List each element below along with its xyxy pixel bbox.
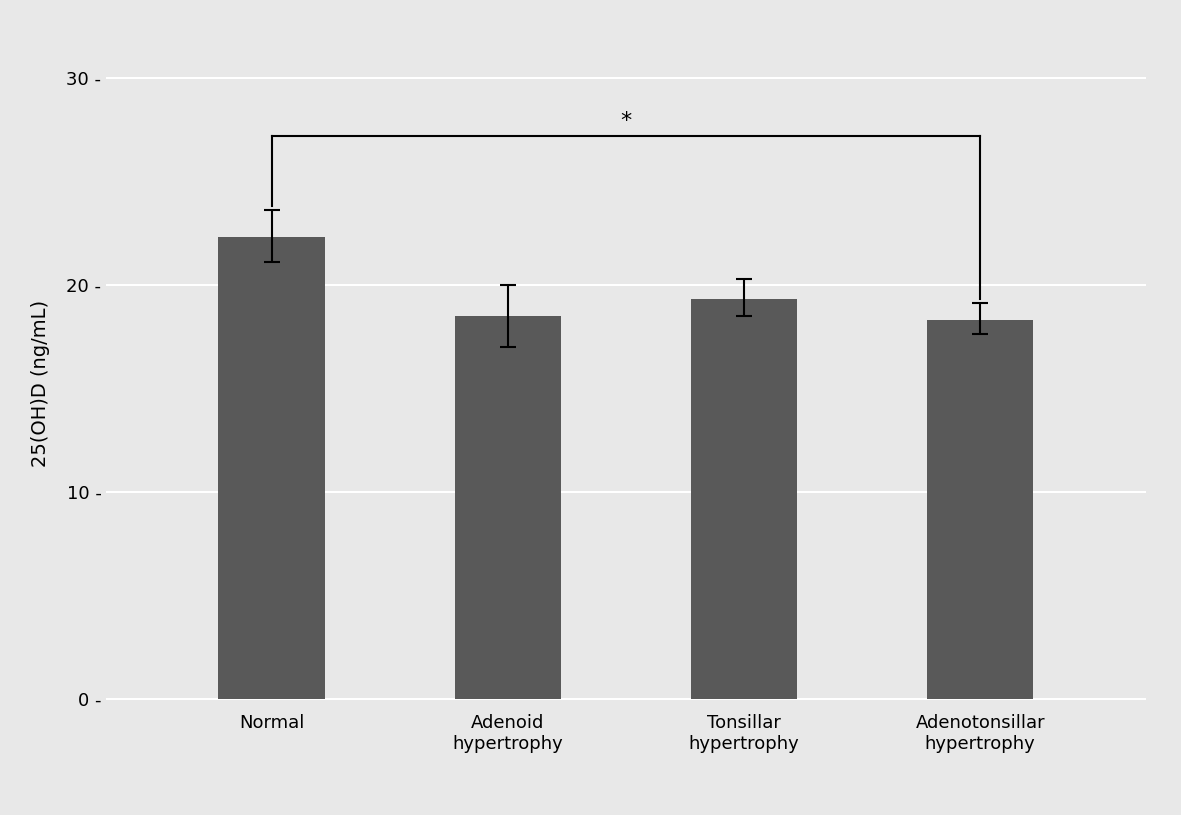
Y-axis label: 25(OH)D (ng/mL): 25(OH)D (ng/mL): [31, 299, 50, 467]
Bar: [455, 315, 561, 698]
Bar: [218, 237, 325, 698]
Bar: [927, 320, 1033, 698]
Text: *: *: [620, 111, 632, 130]
Bar: [691, 299, 797, 698]
